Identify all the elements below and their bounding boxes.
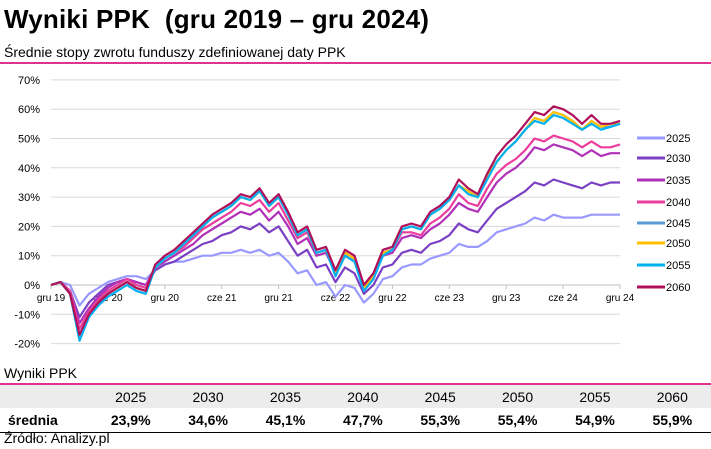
- table-header-row: 2025 2030 2035 2040 2045 2050 2055 2060: [0, 385, 711, 408]
- x-tick-label: cze 23: [435, 293, 465, 304]
- y-tick-label: -20%: [14, 339, 40, 351]
- header-cell: 2055: [556, 385, 634, 408]
- series-line-2055: [50, 113, 621, 342]
- legend-label: 2055: [666, 260, 690, 272]
- y-tick-label: 10%: [18, 251, 40, 263]
- header-cell: 2060: [633, 385, 711, 408]
- y-tick-label: 50%: [18, 134, 40, 146]
- value-cell: 54,9%: [556, 408, 634, 433]
- y-tick-label: -10%: [14, 309, 40, 321]
- row-label: średnia: [0, 408, 92, 433]
- table-row: średnia 23,9% 34,6% 45,1% 47,7% 55,3% 55…: [0, 408, 711, 433]
- header-cell: 2050: [478, 385, 557, 408]
- chart-subtitle: Średnie stopy zwrotu funduszy zdefiniowa…: [4, 44, 346, 60]
- source-note: Źródło: Analizy.pl: [4, 430, 110, 446]
- y-tick-label: 60%: [18, 104, 40, 116]
- value-cell: 23,9%: [92, 408, 170, 433]
- x-tick-label: cze 24: [548, 293, 578, 304]
- x-tick-label: gru 22: [378, 293, 407, 304]
- legend-label: 2050: [666, 238, 690, 250]
- header-cell: [0, 385, 92, 408]
- legend-label: 2025: [666, 133, 690, 145]
- value-cell: 34,6%: [169, 408, 247, 433]
- value-cell: 45,1%: [246, 408, 325, 433]
- table-title: Wyniki PPK: [4, 365, 78, 381]
- legend-label: 2040: [666, 197, 690, 209]
- value-cell: 55,4%: [478, 408, 557, 433]
- x-tick-label: gru 21: [264, 293, 293, 304]
- legend-label: 2045: [666, 218, 690, 230]
- x-tick-label: cze 22: [321, 293, 351, 304]
- x-tick-label: cze 20: [93, 293, 123, 304]
- divider: [0, 383, 711, 385]
- divider: [0, 62, 711, 64]
- y-tick-label: 20%: [18, 221, 40, 233]
- x-tick-label: gru 24: [606, 293, 635, 304]
- series-line-2025: [50, 213, 620, 307]
- header-cell: 2045: [401, 385, 479, 408]
- page-title: Wyniki PPK (gru 2019 – gru 2024): [4, 4, 430, 34]
- x-tick-label: cze 21: [207, 293, 237, 304]
- header-cell: 2030: [169, 385, 247, 408]
- header-cell: 2025: [92, 385, 170, 408]
- value-cell: 47,7%: [324, 408, 402, 433]
- x-tick-label: gru 20: [151, 293, 180, 304]
- value-cell: 55,3%: [401, 408, 479, 433]
- results-table: 2025 2030 2035 2040 2045 2050 2055 2060 …: [0, 385, 711, 433]
- line-chart: -20% -10% 0% 10% 20% 30% 40% 50% 60% 70% gru 19 cze…: [14, 75, 690, 351]
- y-tick-label: 40%: [18, 163, 40, 175]
- y-tick-label: 70%: [18, 75, 40, 87]
- legend-label: 2035: [666, 175, 690, 187]
- legend-label: 2030: [666, 153, 690, 165]
- legend-label: 2060: [666, 282, 690, 294]
- series-line-2060: [50, 105, 621, 336]
- y-tick-label: 0%: [24, 280, 40, 292]
- value-cell: 55,9%: [633, 408, 711, 433]
- x-tick-label: gru 19: [37, 293, 66, 304]
- header-cell: 2035: [246, 385, 325, 408]
- x-tick-label: gru 23: [492, 293, 521, 304]
- header-cell: 2040: [324, 385, 402, 408]
- y-tick-label: 30%: [18, 192, 40, 204]
